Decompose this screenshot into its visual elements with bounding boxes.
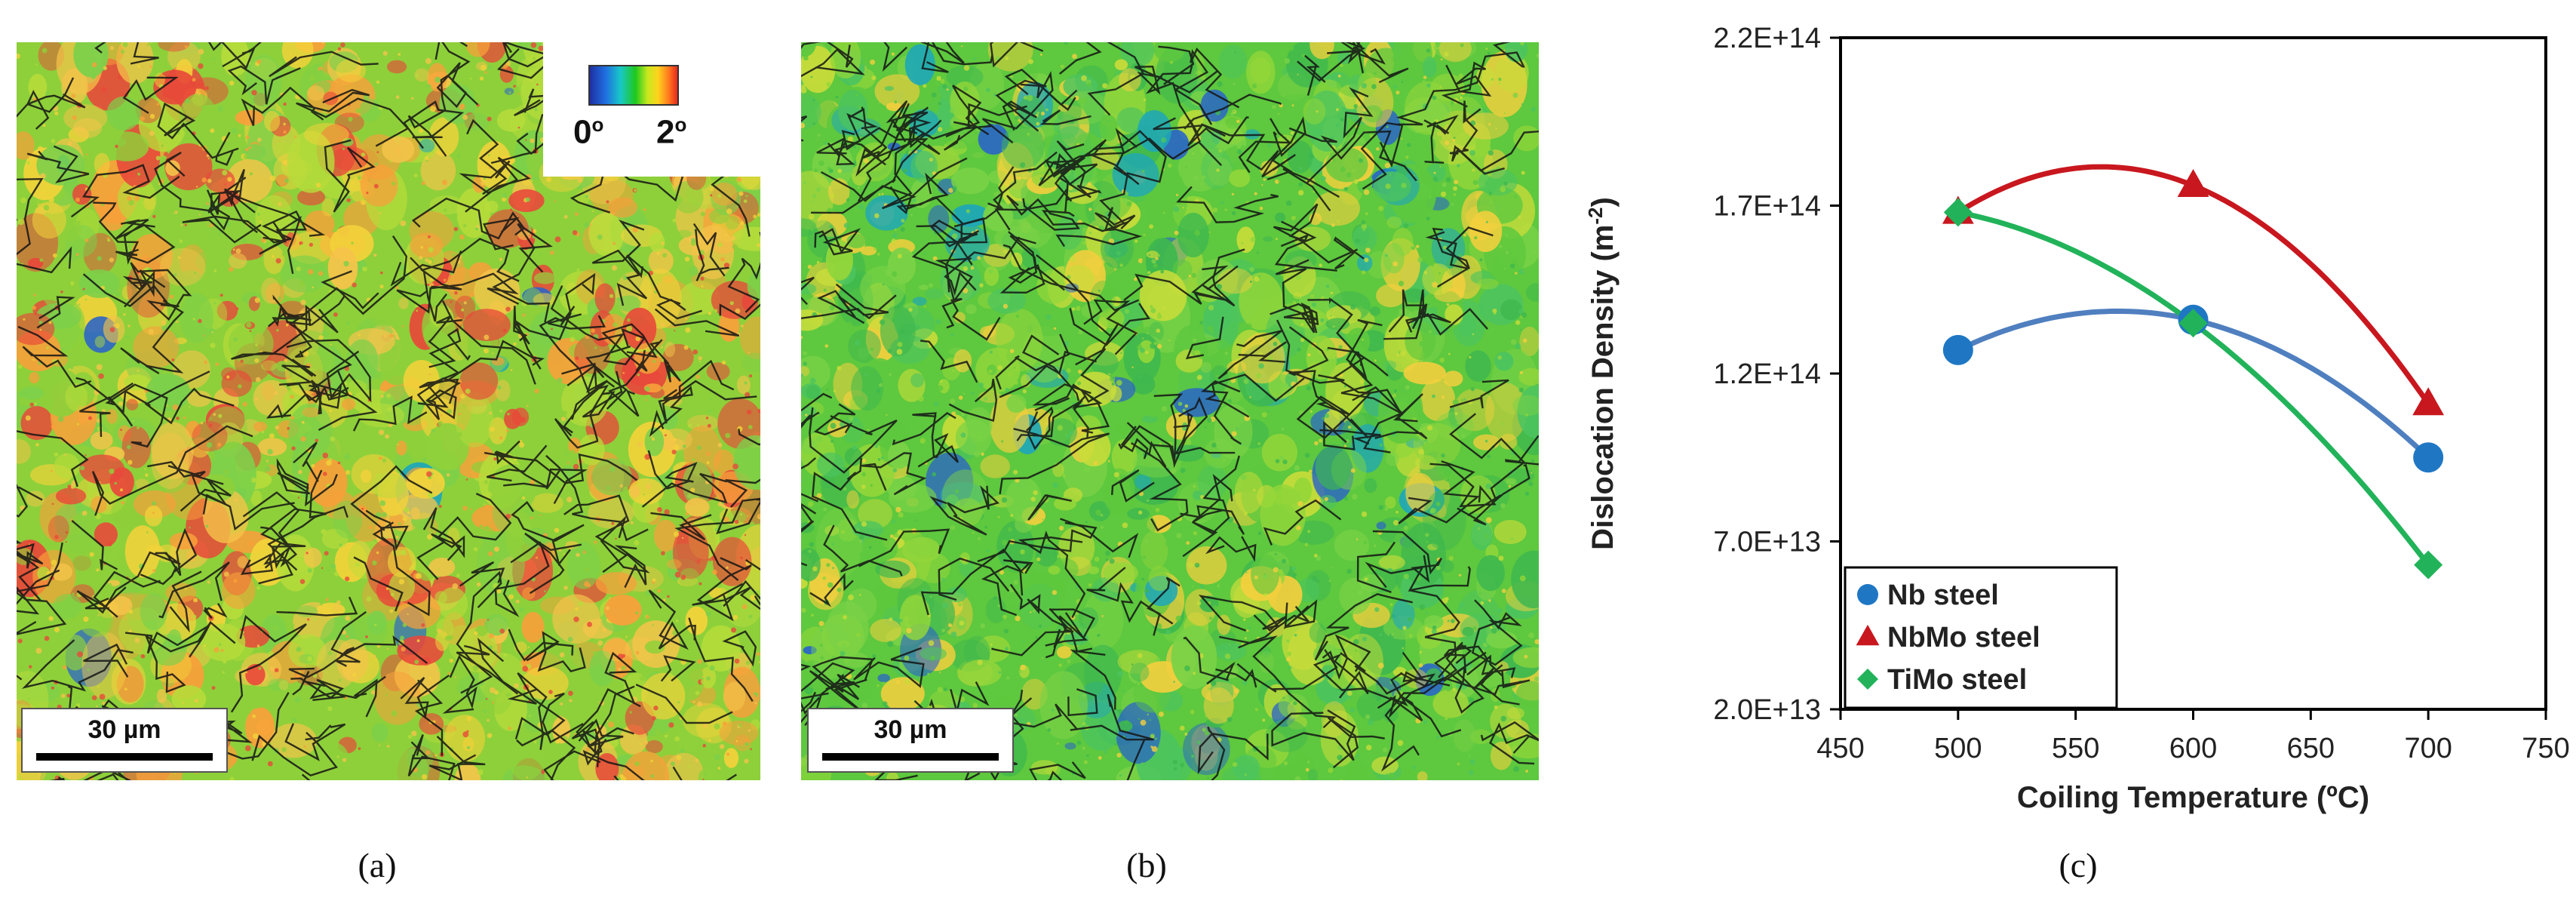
scale-bar-b: 30 µm (807, 708, 1014, 773)
data-point (2413, 442, 2444, 473)
legend-label: TiMo steel (1887, 664, 2027, 696)
caption-c: (c) (2059, 846, 2098, 884)
y-tick-label: 1.7E+14 (1713, 191, 1821, 223)
legend-marker (1857, 584, 1878, 605)
dislocation-density-chart: 450 500 550 600 650 700 750 2.0E+13 7.0E+13 1.2E+… (1584, 23, 2570, 814)
scale-bar-a: 30 µm (21, 708, 228, 773)
colorbar-max-label: 2o (656, 113, 687, 151)
legend-label: Nb steel (1887, 580, 1999, 611)
x-tick-label: 500 (1934, 733, 1982, 764)
x-tick-label: 450 (1816, 733, 1864, 764)
scale-bar-a-label: 30 µm (88, 715, 161, 744)
legend-marker (1857, 669, 1878, 690)
scale-bar-b-line (822, 753, 999, 761)
x-tick-label: 750 (2522, 733, 2569, 764)
scale-bar-a-line (36, 753, 213, 761)
y-axis-title: Dislocation Density (m-2) (1584, 197, 1620, 550)
legend-label: NbMo steel (1887, 622, 2040, 653)
series-line-2 (1957, 209, 2430, 567)
colorbar-min-label: 0o (573, 113, 604, 151)
colorbar (588, 65, 679, 106)
data-point (2178, 309, 2208, 338)
legend-box (1844, 566, 2118, 709)
micrograph-b (801, 42, 1539, 780)
x-tick-label: 650 (2287, 733, 2335, 764)
data-point (2414, 550, 2443, 580)
data-point (2412, 387, 2445, 416)
caption-a: (a) (358, 846, 397, 884)
y-tick-label: 2.2E+14 (1713, 23, 1821, 54)
x-tick-label: 700 (2404, 733, 2452, 764)
x-tick-label: 600 (2169, 733, 2217, 764)
y-tick-label: 7.0E+13 (1713, 527, 1821, 558)
y-tick-label: 2.0E+13 (1713, 694, 1821, 726)
colorbar-legend: 0o 2o (543, 42, 769, 177)
kam-map-b (801, 42, 1539, 780)
data-point (1942, 334, 1973, 365)
x-axis-title: Coiling Temperature (ºC) (2017, 781, 2369, 814)
series-line-1 (1956, 164, 2431, 406)
scale-bar-b-label: 30 µm (874, 715, 947, 744)
data-point (2177, 168, 2209, 197)
caption-b: (b) (1126, 846, 1167, 884)
x-tick-label: 550 (2052, 733, 2099, 764)
y-tick-label: 1.2E+14 (1713, 358, 1821, 390)
data-point (1943, 198, 1973, 227)
legend-marker (1856, 624, 1880, 646)
